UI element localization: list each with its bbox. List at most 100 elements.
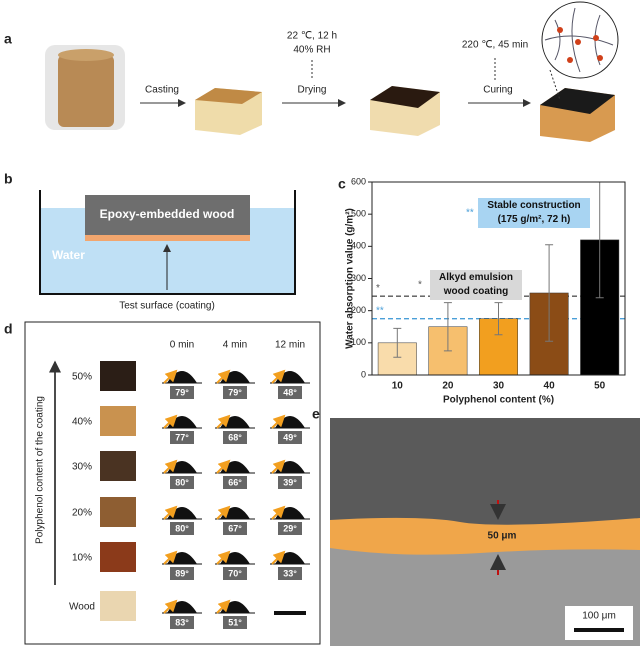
y-tick-label: 500 (351, 209, 366, 219)
angle-label: 70° (228, 568, 242, 578)
error-bar (393, 327, 402, 358)
step-condition: 220 ℃, 45 min (462, 40, 528, 51)
annotation-marker: ** (466, 208, 474, 219)
angle-label: 66° (228, 477, 242, 487)
tangent (216, 505, 231, 520)
angle-box (278, 431, 302, 444)
step-label: Drying (298, 85, 327, 96)
liquid-label: Water (52, 248, 85, 262)
tangent (216, 369, 231, 384)
column-header: 0 min (170, 340, 194, 351)
row-label: 10% (72, 553, 92, 564)
panel-label: c (338, 176, 346, 192)
tangent (271, 369, 286, 384)
droplet (167, 601, 197, 613)
angle-label: 49° (283, 432, 297, 442)
droplet (275, 416, 305, 428)
droplet (167, 371, 197, 383)
annotation-box (430, 270, 522, 300)
x-tick-label: 20 (442, 381, 454, 392)
angle-label: 79° (175, 387, 189, 397)
row-label: 20% (72, 508, 92, 519)
angle-box (170, 431, 194, 444)
angle-box (170, 522, 194, 535)
tangent (163, 505, 178, 520)
angle-box (223, 476, 247, 489)
angle-label: 80° (175, 523, 189, 533)
beaker (45, 45, 125, 130)
sample-photo (100, 361, 136, 391)
row-label: 30% (72, 462, 92, 473)
panel-frame (24, 321, 321, 645)
x-tick-label: 40 (544, 381, 556, 392)
sample-photo (100, 497, 136, 527)
inset-connector (549, 69, 561, 101)
y-tick-label: 100 (351, 337, 366, 347)
angle-label: 68° (228, 432, 242, 442)
tangent (271, 414, 286, 429)
step-label: Curing (483, 85, 512, 96)
angle-box (170, 616, 194, 629)
annotation: Alkyd emulsion wood coating (439, 272, 513, 297)
y-tick-label: 200 (351, 305, 366, 315)
angle-label: 29° (283, 523, 297, 533)
tangent (271, 505, 286, 520)
angle-label: 79° (228, 387, 242, 397)
sample-photo (100, 406, 136, 436)
angle-label: 51° (228, 617, 242, 627)
tangent (163, 550, 178, 565)
sample-photo (100, 451, 136, 481)
panel-label: d (4, 321, 13, 337)
angle-box (278, 522, 302, 535)
crosslinks (557, 27, 603, 63)
coating (85, 235, 250, 241)
droplet (220, 461, 250, 473)
row-label: 50% (72, 372, 92, 383)
step-condition: 22 ℃, 12 h (287, 31, 337, 42)
tangent (216, 414, 231, 429)
tangent (163, 414, 178, 429)
x-tick-label: 30 (493, 381, 505, 392)
droplet (220, 552, 250, 564)
y-tick-label: 400 (351, 241, 366, 251)
tangent (216, 459, 231, 474)
angle-box (223, 522, 247, 535)
tangent (216, 550, 231, 565)
step-condition: 40% RH (293, 45, 330, 56)
droplet (275, 552, 305, 564)
angle-label: 83° (175, 617, 189, 627)
y-tick-label: 600 (351, 176, 366, 186)
plot-frame (371, 181, 626, 376)
angle-label: 39° (283, 477, 297, 487)
angle-label: 89° (175, 568, 189, 578)
error-bar (494, 302, 503, 336)
annotation-label: Alkyd emulsion wood coating (439, 272, 513, 297)
polymer-chains (544, 7, 614, 73)
container (39, 190, 296, 295)
angle-box (278, 386, 302, 399)
angle-box (278, 476, 302, 489)
angle-box (278, 567, 302, 580)
panel-label: b (4, 171, 13, 187)
annotation-box (478, 198, 590, 228)
panel-label: e (312, 406, 320, 422)
coating-layer (330, 517, 640, 555)
thickness-label: 50 μm (488, 531, 517, 542)
tangent (163, 369, 178, 384)
annotation-marker: * (418, 280, 422, 291)
tangent (163, 599, 178, 614)
droplet (220, 601, 250, 613)
column-header: 12 min (275, 340, 305, 351)
row-label: Wood (69, 602, 95, 613)
panel-label: a (4, 31, 12, 47)
angle-label: 33° (283, 568, 297, 578)
wood-block-dried (370, 86, 440, 136)
step-label: Casting (145, 85, 179, 96)
sample-label: Epoxy-embedded wood (100, 207, 235, 221)
angle-box (223, 616, 247, 629)
angle-label: 77° (175, 432, 189, 442)
column-header: 4 min (223, 340, 247, 351)
sample-photo (100, 591, 136, 621)
